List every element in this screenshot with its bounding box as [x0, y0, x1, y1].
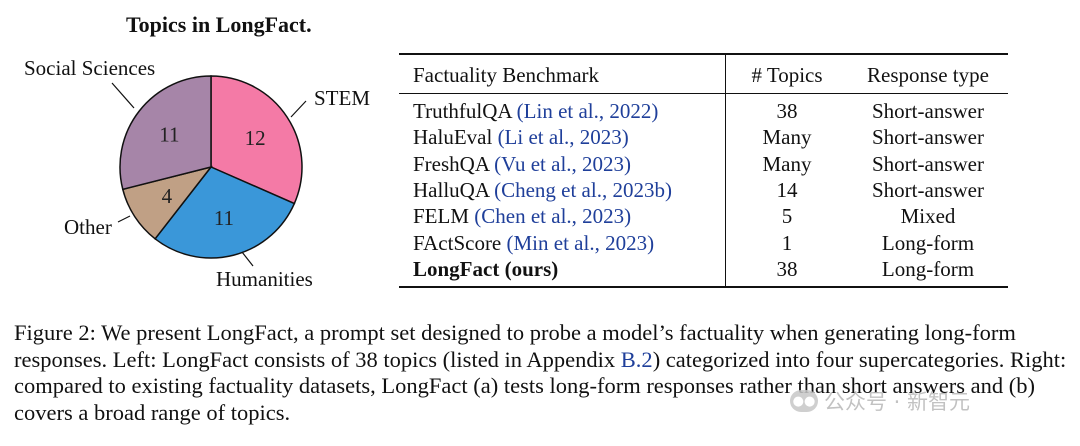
- figure-caption: Figure 2: We present LongFact, a prompt …: [14, 320, 1070, 426]
- caption-text-2: ) categorized into four supercategories.…: [14, 346, 1067, 425]
- pie-leader-line: [117, 215, 131, 223]
- table-row: FActScore (Min et al., 2023) 1 Long-form: [399, 229, 1008, 256]
- pie-value-label: 11: [214, 206, 234, 230]
- citation-link[interactable]: (Min et al., 2023): [506, 230, 655, 255]
- benchmark-name: HalluQA: [413, 178, 489, 203]
- response-type-cell: Short-answer: [872, 178, 984, 203]
- response-type-cell: Long-form: [881, 230, 975, 255]
- response-type-cell: Short-answer: [872, 99, 984, 124]
- pie-leader-line: [241, 251, 254, 267]
- response-type-cell: Short-answer: [872, 151, 984, 176]
- benchmark-name: HaluEval: [413, 125, 493, 150]
- topics-cell: 38: [725, 255, 848, 288]
- citation-link[interactable]: (Li et al., 2023): [497, 125, 629, 150]
- header-topics: # Topics: [725, 54, 848, 94]
- table-row: FELM (Chen et al., 2023) 5 Mixed: [399, 203, 1008, 230]
- pie-category-label: Other: [64, 215, 112, 239]
- pie-leader-line: [111, 82, 135, 109]
- pie-value-label: 4: [162, 184, 173, 208]
- citation-link[interactable]: (Cheng et al., 2023b): [494, 178, 672, 203]
- pie-category-label: STEM: [314, 86, 370, 110]
- citation-link[interactable]: (Chen et al., 2023): [474, 204, 632, 229]
- pie-title: Topics in LongFact.: [126, 12, 312, 37]
- benchmark-cell: FreshQA (Vu et al., 2023): [399, 151, 726, 177]
- header-response-type: Response type: [867, 63, 989, 87]
- watermark: ●● 公众号 · 新智元: [790, 386, 970, 416]
- benchmark-name: TruthfulQA: [413, 99, 512, 124]
- benchmark-name: LongFact (ours): [413, 256, 559, 281]
- response-type-cell: Mixed: [900, 204, 956, 229]
- topics-cell: Many: [725, 124, 848, 151]
- benchmark-name: FreshQA: [413, 151, 489, 176]
- benchmark-cell: HaluEval (Li et al., 2023): [399, 124, 726, 150]
- table-row: HaluEval (Li et al., 2023) Many Short-an…: [399, 124, 1008, 151]
- table-row: FreshQA (Vu et al., 2023) Many Short-ans…: [399, 150, 1008, 177]
- benchmark-cell: TruthfulQA (Lin et al., 2022): [399, 94, 726, 125]
- pie-value-label: 11: [159, 123, 179, 147]
- topics-cell: 5: [725, 203, 848, 230]
- response-type-cell: Short-answer: [872, 125, 984, 150]
- pie-leader-line: [290, 100, 307, 118]
- citation-link[interactable]: (Vu et al., 2023): [494, 151, 632, 176]
- table-row-longfact: LongFact (ours) 38 Long-form: [399, 255, 1008, 288]
- caption-text-1: Figure 2: We present LongFact, a prompt …: [14, 320, 1016, 372]
- topics-cell: Many: [725, 150, 848, 177]
- pie-chart: 12 11 4 11 STEM Humanities Other Social Scienc…: [24, 56, 370, 291]
- benchmark-name: FActScore: [413, 230, 502, 255]
- appendix-link[interactable]: B.2: [620, 346, 653, 372]
- topics-cell: 1: [725, 229, 848, 256]
- benchmark-cell: FELM (Chen et al., 2023): [399, 203, 726, 229]
- benchmark-cell: FActScore (Min et al., 2023): [399, 229, 726, 255]
- response-type-cell: Long-form: [881, 256, 975, 281]
- topics-cell: 38: [725, 93, 848, 125]
- table-row: HalluQA (Cheng et al., 2023b) 14 Short-a…: [399, 176, 1008, 204]
- benchmark-name: FELM: [413, 204, 470, 229]
- pie-slice-humanities: [154, 166, 296, 259]
- pie-category-label: Humanities: [216, 267, 313, 291]
- pie-category-label: Social Sciences: [24, 56, 155, 80]
- citation-link[interactable]: (Lin et al., 2022): [516, 99, 659, 124]
- wechat-icon: ●●: [790, 390, 818, 412]
- benchmark-table: Factuality Benchmark # Topics Response t…: [399, 53, 1008, 288]
- benchmark-cell: HalluQA (Cheng et al., 2023b): [399, 177, 726, 203]
- table-header-row: Factuality Benchmark # Topics Response t…: [399, 54, 1008, 94]
- pie-slice-social-sciences: [119, 75, 212, 191]
- pie-value-label: 12: [245, 126, 266, 150]
- table-row: TruthfulQA (Lin et al., 2022) 38 Short-a…: [399, 93, 1008, 125]
- watermark-text: 公众号 · 新智元: [824, 390, 971, 414]
- pie-slice-stem: [210, 75, 303, 205]
- topics-cell: 14: [725, 176, 848, 204]
- header-benchmark: Factuality Benchmark: [413, 63, 600, 87]
